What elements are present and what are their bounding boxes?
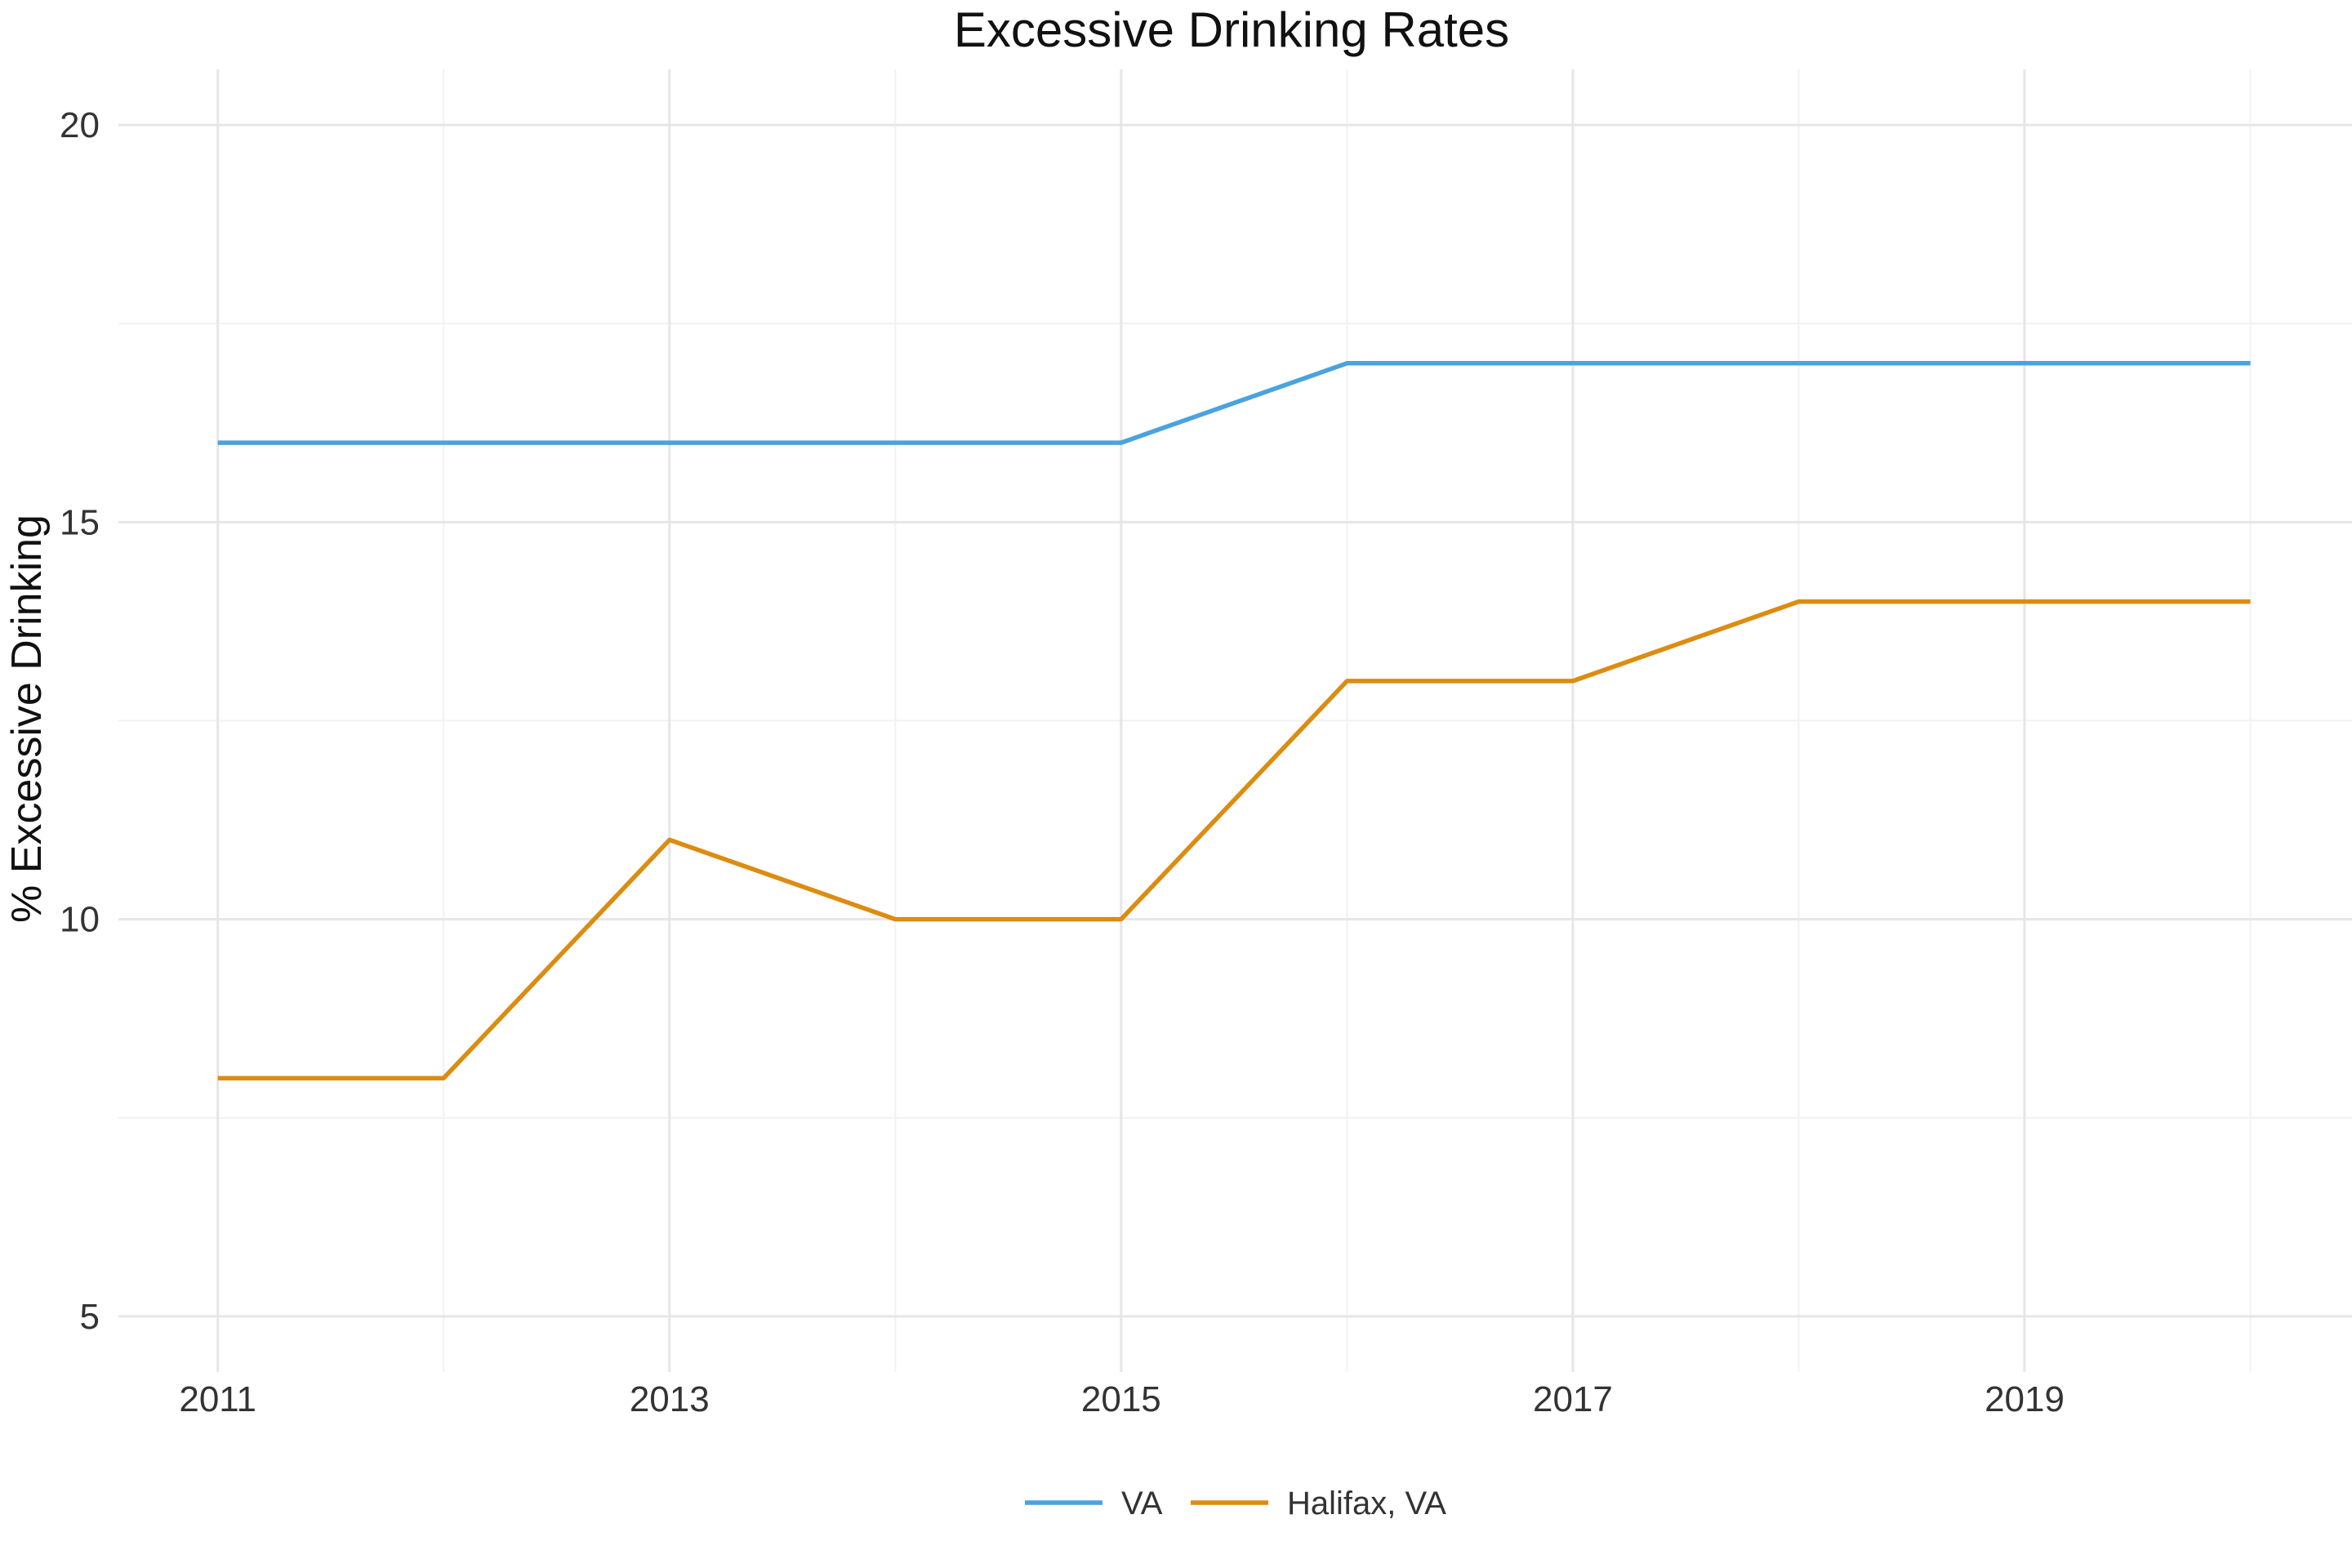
y-tick-label: 20 [60,105,100,145]
x-tick-label: 2011 [179,1379,256,1419]
grid [118,69,2352,1372]
chart-title: Excessive Drinking Rates [954,2,1509,57]
y-tick-label: 15 [60,502,100,542]
legend: VA Halifax, VA [1025,1486,1446,1521]
x-tick-label: 2019 [1984,1379,2065,1419]
x-tick-label: 2013 [630,1379,710,1419]
legend-label: Halifax, VA [1287,1486,1446,1521]
y-tick-label: 10 [60,900,100,940]
x-tick-label: 2015 [1081,1379,1161,1419]
y-axis-label: % Excessive Drinking [3,514,51,923]
x-tick-label: 2017 [1533,1379,1613,1419]
series-line-va [217,361,2251,445]
y-tick-label: 5 [80,1297,100,1337]
series-lines [217,361,2251,1080]
series-line-halifax-va [217,599,2251,1080]
y-axis-tick-labels: 5 10 15 20 [60,105,100,1337]
legend-label: VA [1121,1486,1163,1521]
x-axis-tick-labels: 2011 2013 2015 2017 2019 [179,1379,2065,1419]
